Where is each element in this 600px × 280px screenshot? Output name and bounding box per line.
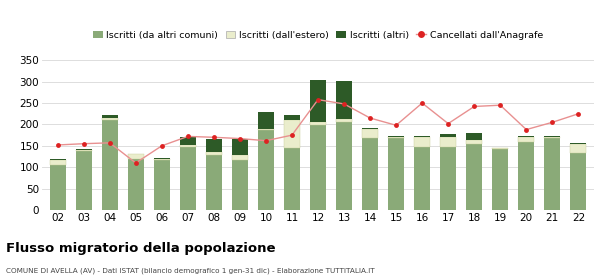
Bar — [362, 138, 378, 210]
Bar — [336, 81, 352, 119]
Bar — [284, 120, 300, 148]
Bar — [50, 159, 65, 160]
Bar — [310, 125, 326, 210]
Bar — [128, 154, 144, 159]
Bar — [388, 136, 404, 137]
Bar — [362, 129, 378, 138]
Bar — [571, 153, 586, 210]
Bar — [284, 148, 300, 210]
Bar — [518, 136, 535, 137]
Bar — [414, 147, 430, 210]
Bar — [440, 147, 456, 210]
Bar — [492, 148, 508, 149]
Bar — [440, 137, 456, 147]
Bar — [310, 80, 326, 122]
Bar — [544, 136, 560, 137]
Text: Flusso migratorio della popolazione: Flusso migratorio della popolazione — [6, 242, 275, 255]
Bar — [50, 160, 65, 165]
Bar — [76, 149, 92, 150]
Text: COMUNE DI AVELLA (AV) - Dati ISTAT (bilancio demografico 1 gen-31 dic) - Elabora: COMUNE DI AVELLA (AV) - Dati ISTAT (bila… — [6, 267, 374, 274]
Bar — [388, 137, 404, 138]
Bar — [206, 152, 222, 155]
Bar — [518, 143, 535, 210]
Bar — [154, 160, 170, 210]
Bar — [258, 129, 274, 130]
Bar — [76, 150, 92, 151]
Bar — [232, 160, 248, 210]
Bar — [154, 159, 170, 160]
Bar — [258, 112, 274, 129]
Bar — [258, 130, 274, 210]
Bar — [232, 139, 248, 155]
Bar — [76, 151, 92, 210]
Bar — [180, 147, 196, 210]
Bar — [310, 122, 326, 125]
Bar — [414, 136, 430, 137]
Bar — [180, 137, 196, 144]
Bar — [466, 144, 482, 210]
Bar — [544, 138, 560, 210]
Bar — [388, 138, 404, 210]
Bar — [50, 165, 65, 210]
Legend: Iscritti (da altri comuni), Iscritti (dall'estero), Iscritti (altri), Cancellati: Iscritti (da altri comuni), Iscritti (da… — [89, 27, 547, 44]
Bar — [284, 115, 300, 120]
Bar — [154, 158, 170, 159]
Bar — [440, 134, 456, 137]
Bar — [101, 118, 118, 120]
Bar — [571, 143, 586, 144]
Bar — [128, 159, 144, 210]
Bar — [362, 128, 378, 129]
Bar — [518, 137, 535, 143]
Bar — [414, 137, 430, 147]
Bar — [180, 144, 196, 147]
Bar — [336, 119, 352, 122]
Bar — [206, 155, 222, 210]
Bar — [101, 115, 118, 118]
Bar — [466, 132, 482, 140]
Bar — [232, 155, 248, 160]
Bar — [544, 137, 560, 138]
Bar — [466, 140, 482, 144]
Bar — [206, 139, 222, 152]
Bar — [571, 144, 586, 153]
Bar — [128, 153, 144, 154]
Bar — [336, 122, 352, 210]
Bar — [492, 149, 508, 210]
Bar — [101, 120, 118, 210]
